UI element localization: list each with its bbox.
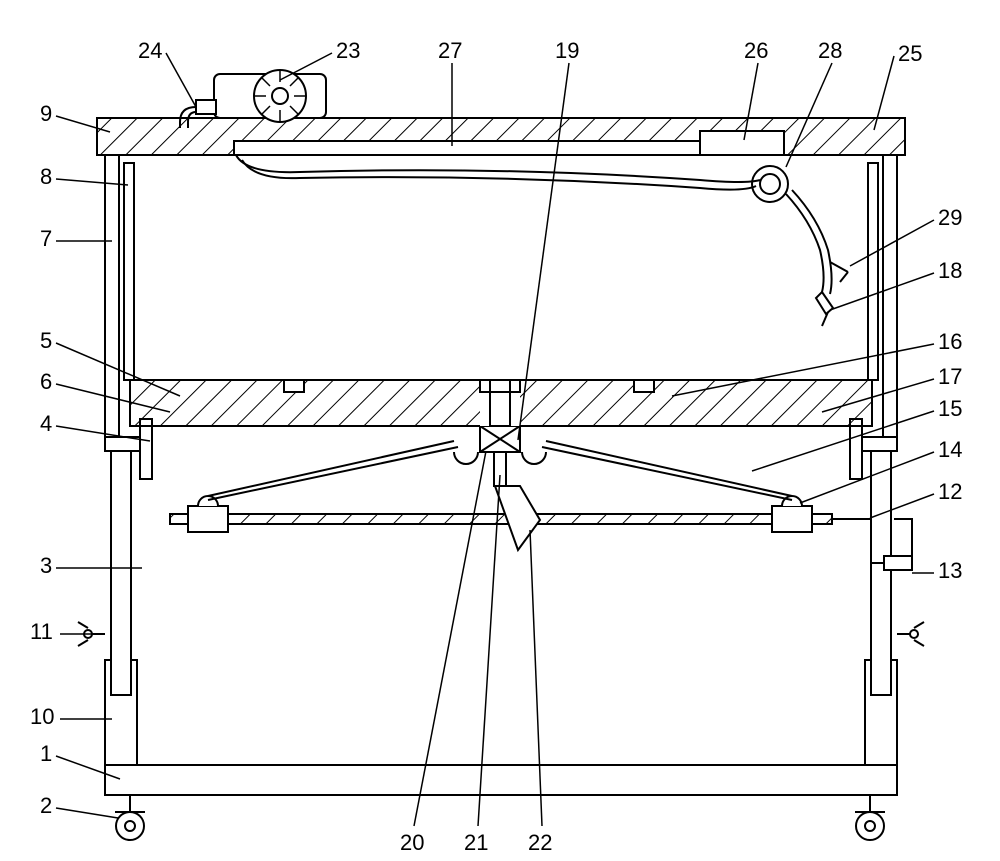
callout-14: 14 [938, 437, 962, 463]
callout-3: 3 [40, 553, 52, 579]
callout-18: 18 [938, 258, 962, 284]
work-table [130, 380, 872, 426]
callout-21: 21 [464, 830, 488, 856]
callout-25: 25 [898, 41, 922, 67]
callout-13: 13 [938, 558, 962, 584]
callout-8: 8 [40, 164, 52, 190]
callout-11: 11 [30, 619, 53, 645]
column-left [111, 445, 131, 695]
slide-block [700, 131, 784, 155]
callout-28: 28 [818, 38, 842, 64]
fan [196, 70, 326, 122]
threaded-rod [170, 514, 832, 524]
caster-left [115, 795, 145, 840]
callout-19: 19 [555, 38, 579, 64]
central-pivot [480, 426, 520, 452]
callout-1: 1 [40, 741, 52, 767]
callout-24: 24 [138, 38, 162, 64]
hose [236, 155, 832, 294]
callout-26: 26 [744, 38, 768, 64]
callout-10: 10 [30, 704, 54, 730]
callout-16: 16 [938, 329, 962, 355]
callout-5: 5 [40, 328, 52, 354]
callout-23: 23 [336, 38, 360, 64]
slider-right [772, 506, 812, 532]
slider-left [188, 506, 228, 532]
callout-20: 20 [400, 830, 424, 856]
callout-9: 9 [40, 101, 52, 127]
lock-bolt-right [897, 622, 924, 646]
callout-12: 12 [938, 479, 962, 505]
side-guard-left [105, 155, 119, 437]
side-guard-right [883, 155, 897, 437]
caster-right [855, 795, 885, 840]
callout-7: 7 [40, 226, 52, 252]
callout-6: 6 [40, 369, 52, 395]
callout-15: 15 [938, 396, 962, 422]
callout-29: 29 [938, 205, 962, 231]
rail-right [868, 163, 878, 380]
callout-17: 17 [938, 364, 962, 390]
base-plate [105, 765, 897, 795]
bracket-right-bottom [859, 437, 897, 451]
callout-22: 22 [528, 830, 552, 856]
diagram-stage: 1234567891011121314151617181920212223242… [0, 0, 1000, 861]
guide-post-left [140, 419, 152, 479]
diagram-body [78, 70, 924, 840]
callout-4: 4 [40, 411, 52, 437]
callout-2: 2 [40, 793, 52, 819]
diagram-svg [0, 0, 1000, 861]
guide-post-right [850, 419, 862, 479]
callout-27: 27 [438, 38, 462, 64]
rail-left [124, 163, 134, 380]
